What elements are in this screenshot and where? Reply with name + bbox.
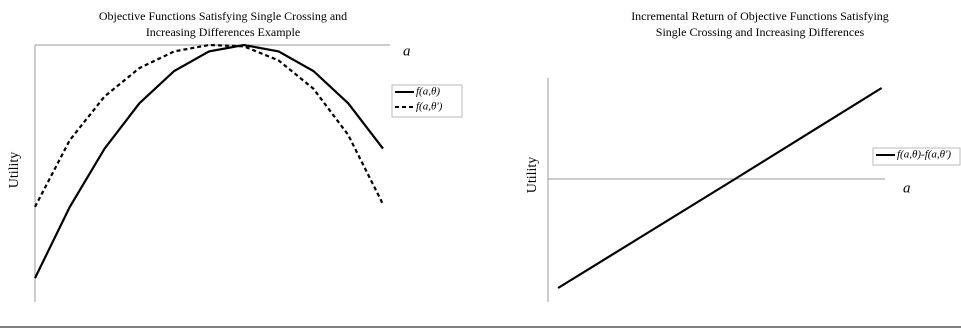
x-axis-label: a (403, 43, 411, 59)
chart-title: Objective Functions Satisfying Single Cr… (99, 9, 347, 23)
x-axis-label: a (903, 180, 911, 196)
legend-label: f(a,θ)-f(a,θ') (897, 149, 951, 161)
chart-title: Increasing Differences Example (146, 25, 300, 39)
line-series (34, 43, 384, 208)
line-series (557, 87, 883, 289)
y-axis-label: Utility (525, 157, 540, 194)
legend (872, 147, 961, 166)
legend-label: f(a,θ') (416, 101, 443, 113)
y-axis-label: Utility (7, 152, 22, 189)
line-series (34, 43, 384, 279)
legend-label: f(a,θ) (416, 86, 440, 98)
chart-title: Single Crossing and Increasing Differenc… (656, 25, 865, 39)
chart-title: Incremental Return of Objective Function… (631, 9, 889, 23)
legend (391, 84, 463, 118)
